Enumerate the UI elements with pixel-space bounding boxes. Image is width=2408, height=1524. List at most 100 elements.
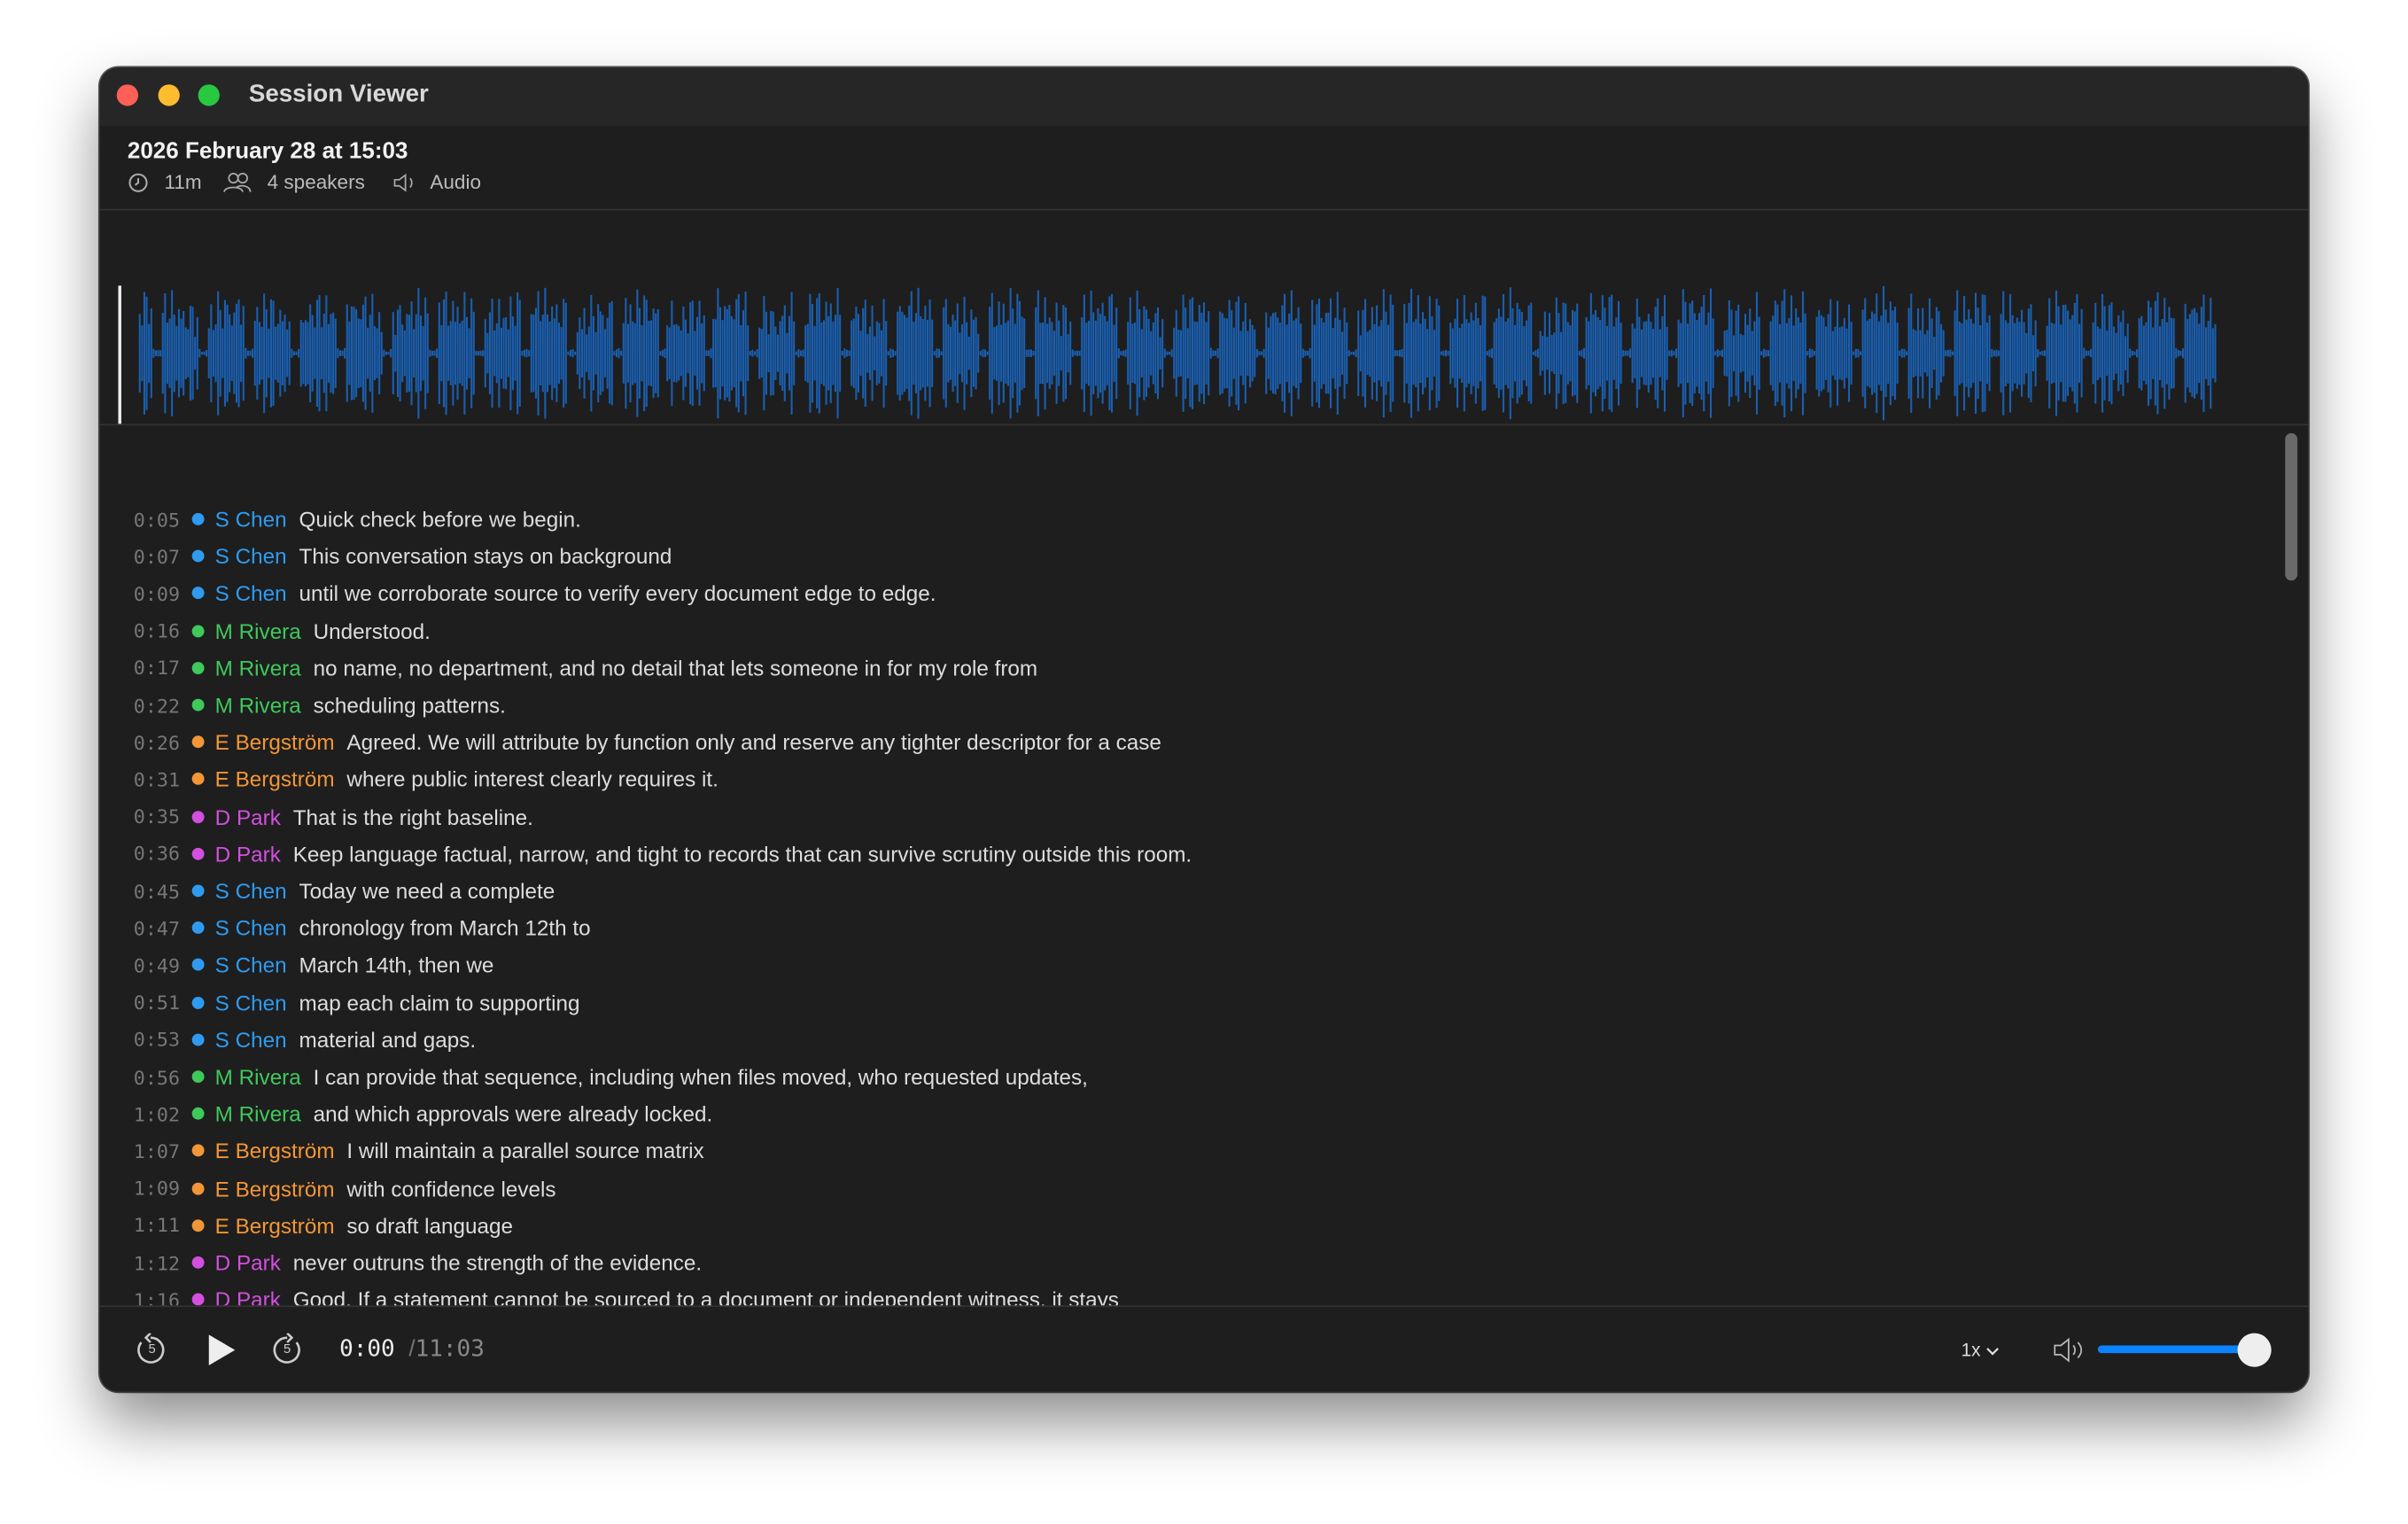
speaker-name: D Park [214,841,281,867]
timestamp: 0:47 [133,916,180,940]
timestamp: 0:56 [133,1065,180,1089]
transcript-row[interactable]: 0:26 E Bergström Agreed. We will attribute… [134,725,1161,758]
transcript-row[interactable]: 0:16 M Rivera Understood. [134,614,431,648]
speaker-name: M Rivera [214,618,301,643]
minimize-button[interactable] [158,84,180,106]
volume-knob[interactable] [2237,1333,2272,1367]
timestamp: 1:11 [133,1213,180,1237]
transcript-row[interactable]: 0:36 D Park Keep language factual, narrow,… [134,836,1192,870]
timestamp: 1:09 [133,1176,180,1200]
timestamp: 0:22 [133,693,180,717]
transcript-row[interactable]: 0:09 S Chen until we corroborate source to… [134,577,936,610]
people-icon [223,173,252,192]
current-time: 0:00 [339,1334,395,1363]
timestamp: 1:07 [133,1139,180,1163]
skip-back-label: 5 [148,1341,156,1357]
utterance: This conversation stays on background [299,543,672,569]
transcript-row[interactable]: 1:16 D Park Good. If a statement cannot be… [134,1283,1119,1306]
volume-slider[interactable] [2097,1345,2255,1354]
timestamp: 0:35 [133,805,180,828]
speaker-dot [191,624,205,637]
speaker-dot [191,810,205,823]
scrollbar[interactable] [2285,432,2298,581]
transcript-row[interactable]: 0:35 D Park That is the right baseline. [134,799,533,833]
chevron [1986,1348,2000,1356]
source-type: Audio [430,170,481,194]
transcript-row[interactable]: 1:11 E Bergström so draft language [134,1209,513,1242]
speaker-dot [191,1145,205,1157]
timestamp: 0:49 [133,953,180,977]
transcript-row[interactable]: 1:02 M Rivera and which approvals were alr… [134,1097,712,1131]
speaker-dot [191,1218,205,1232]
speaker-name: S Chen [214,507,287,532]
utterance: Agreed. We will attribute by function on… [346,729,1161,755]
speaker-name: S Chen [214,990,287,1015]
transcript-row[interactable]: 1:12 D Park never outruns the strength of … [134,1246,702,1279]
close-button[interactable] [116,84,139,106]
speaker-name: M Rivera [214,692,301,718]
speaker-name: D Park [214,804,281,829]
speaker-name: E Bergström [214,729,335,755]
timestamp: 0:36 [133,842,180,866]
speaker-name: D Park [214,1250,281,1275]
timestamp: 0:05 [133,507,180,531]
timestamp: 0:07 [133,544,180,568]
timestamp: 1:12 [133,1250,180,1274]
transcript-row[interactable]: 1:07 E Bergström I will maintain a paralle… [134,1134,704,1168]
duration: 11m [164,170,202,194]
speaker-name: S Chen [214,915,287,941]
transcript-row[interactable]: 0:49 S Chen March 14th, then we [134,948,494,982]
skip-forward-button[interactable] [270,1333,304,1367]
waveform[interactable]: 0:000:471:342:223:093:564:445:316:197:06… [100,215,2309,424]
speaker-dot [191,1182,205,1194]
utterance: map each claim to supporting [299,990,580,1015]
speaker-name: E Bergström [214,1213,335,1238]
transcript-row[interactable]: 0:22 M Rivera scheduling patterns. [134,688,506,722]
speaker-dot [191,698,205,711]
timestamp: 0:53 [133,1028,180,1052]
timestamp: 0:16 [133,618,180,642]
transcript-row[interactable]: 0:56 M Rivera I can provide that sequence,… [134,1060,1088,1093]
skip-back-button[interactable] [134,1333,167,1367]
total-time: 11:03 [415,1334,485,1363]
volume-icon[interactable] [2052,1336,2089,1364]
divider [99,424,2309,426]
speaker-dot [191,773,205,786]
speaker-count: 4 speakers [267,170,365,194]
transcript-row[interactable]: 0:05 S Chen Quick check before we begin. [134,502,581,536]
transcript-row[interactable]: 0:47 S Chen chronology from March 12th to [134,911,591,945]
speaker-dot [191,549,205,563]
speaker-name: S Chen [214,1027,287,1053]
transcript-row[interactable]: 0:51 S Chen map each claim to supporting [134,985,580,1019]
speaker-name: M Rivera [214,1101,301,1126]
speaker-dot [191,1070,205,1084]
timestamp: 0:45 [133,879,180,903]
utterance: material and gaps. [299,1027,477,1053]
skip-forward-label: 5 [284,1341,291,1357]
speaker-dot [191,884,205,898]
transcript-row[interactable]: 0:31 E Bergström where public interest cle… [134,762,719,796]
speaker-dot [191,1033,205,1046]
transcript-row[interactable]: 0:07 S Chen This conversation stays on bac… [134,540,672,573]
utterance: March 14th, then we [299,952,494,978]
speaker-dot [191,512,205,525]
speed: 1x [1961,1339,1981,1361]
speed-menu[interactable]: 1x [1961,1340,2000,1361]
speaker-name: D Park [214,1287,281,1306]
session-title: 2026 February 28 at 15:03 [127,138,408,165]
transcript-row[interactable]: 0:53 S Chen material and gaps. [134,1022,476,1056]
transcript-row[interactable]: 1:09 E Bergström with confidence levels [134,1171,556,1205]
timestamp: 0:51 [133,991,180,1015]
play-button[interactable] [205,1334,238,1367]
transcript-row[interactable]: 0:17 M Rivera no name, no department, and … [134,651,1037,685]
transcript-list[interactable]: 0:05 S Chen Quick check before we begin. 0:… [100,430,2280,1306]
timestamp: 0:09 [133,581,180,605]
utterance: and which approvals were already locked. [313,1101,713,1126]
timestamp: 0:31 [133,767,180,791]
utterance: Today we need a complete [299,878,555,904]
utterance: so draft language [346,1213,513,1238]
zoom-button[interactable] [198,84,220,106]
utterance: chronology from March 12th to [299,915,591,941]
transcript-row[interactable]: 0:45 S Chen Today we need a complete [134,874,555,907]
